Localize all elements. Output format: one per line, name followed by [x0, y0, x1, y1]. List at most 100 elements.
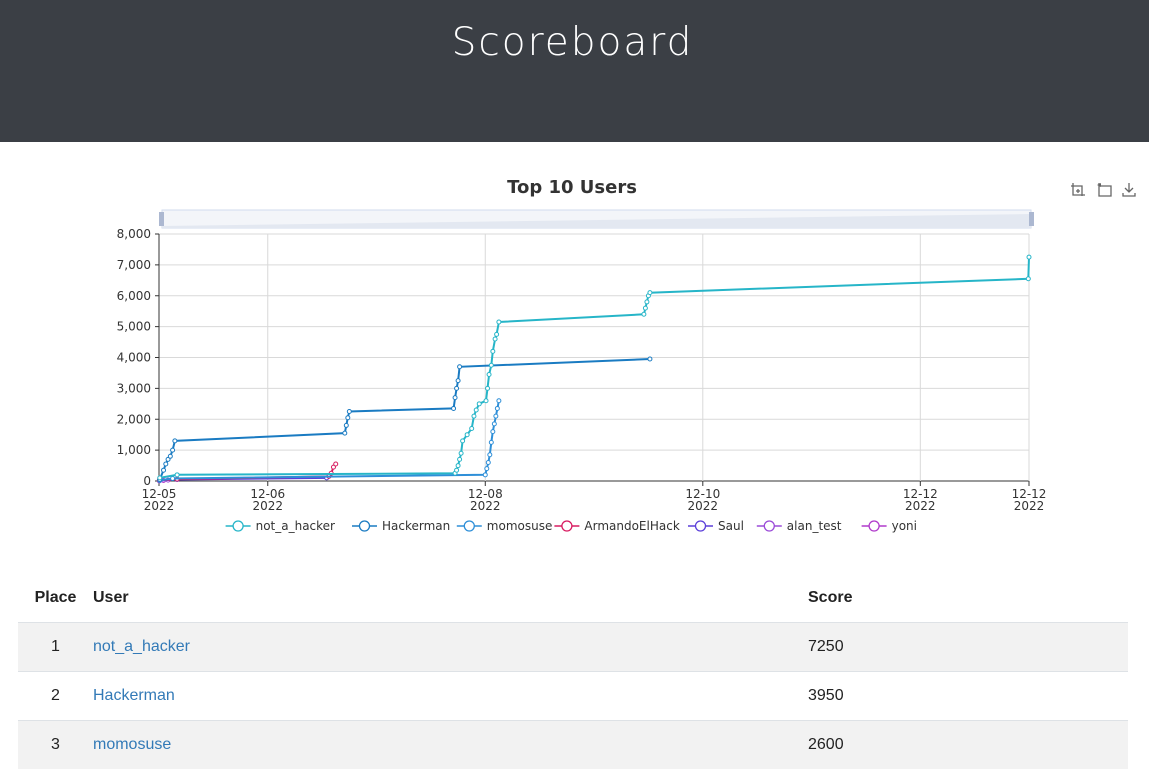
slider-handle-right[interactable]: [1029, 212, 1034, 226]
legend-item-Hackerman[interactable]: Hackerman: [352, 519, 450, 533]
user-link[interactable]: Hackerman: [93, 687, 175, 704]
zoom-reset-icon[interactable]: [1097, 183, 1112, 197]
data-point-not_a_hacker: [485, 385, 491, 391]
page-header: Scoreboard: [0, 0, 1149, 142]
column-header-score: Score: [808, 574, 1128, 623]
x-tick-label: 12-05: [142, 487, 177, 501]
x-tick-year-label: 2022: [1014, 499, 1045, 513]
legend-item-alan_test[interactable]: alan_test: [756, 519, 842, 533]
place-cell: 3: [18, 720, 93, 769]
x-tick-year-label: 2022: [252, 499, 283, 513]
legend-item-ArmandoElHack[interactable]: ArmandoElHack: [554, 519, 680, 533]
y-tick-label: 1,000: [117, 443, 151, 457]
data-point-not_a_hacker: [469, 426, 475, 432]
slider-handle-left[interactable]: [159, 212, 164, 226]
data-point-not_a_hacker: [483, 398, 489, 404]
data-point-not_a_hacker: [496, 319, 502, 325]
table-row: 1 not_a_hacker 7250: [18, 622, 1128, 672]
data-point-Hackerman: [161, 467, 167, 473]
y-tick-label: 3,000: [117, 381, 151, 395]
legend-item-not_a_hacker[interactable]: not_a_hacker: [225, 519, 335, 533]
data-point-momosuse: [493, 413, 499, 419]
legend-label: momosuse: [487, 519, 553, 533]
data-point-not_a_hacker: [1026, 254, 1032, 260]
data-point-momosuse: [485, 459, 491, 465]
y-tick-label: 6,000: [117, 289, 151, 303]
data-point-Hackerman: [342, 430, 348, 436]
data-point-Hackerman: [345, 415, 351, 421]
user-link[interactable]: not_a_hacker: [93, 638, 190, 655]
column-header-place: Place: [18, 574, 93, 623]
data-point-not_a_hacker: [492, 336, 498, 342]
data-point-not_a_hacker: [157, 475, 163, 481]
legend-item-Saul[interactable]: Saul: [688, 519, 744, 533]
data-point-Hackerman: [346, 409, 352, 415]
data-point-not_a_hacker: [476, 401, 482, 407]
data-point-Hackerman: [452, 395, 458, 401]
data-point-momosuse: [490, 429, 496, 435]
data-point-momosuse: [496, 398, 502, 404]
data-point-momosuse: [494, 405, 500, 411]
data-point-momosuse: [487, 452, 493, 458]
data-point-not_a_hacker: [488, 362, 494, 368]
data-point-not_a_hacker: [174, 472, 180, 478]
chart-title: Top 10 Users: [507, 177, 637, 198]
x-tick-year-label: 2022: [688, 499, 719, 513]
data-point-not_a_hacker: [486, 371, 492, 377]
x-tick-label: 12-10: [685, 487, 720, 501]
y-tick-label: 5,000: [117, 320, 151, 334]
legend-item-yoni[interactable]: yoni: [861, 519, 917, 533]
y-tick-label: 2,000: [117, 412, 151, 426]
data-point-not_a_hacker: [464, 432, 470, 438]
legend-marker: [763, 520, 775, 532]
scoreboard-table: Place User Score 1 not_a_hacker 7250 2 H…: [18, 574, 1128, 769]
page-title: Scoreboard: [451, 20, 694, 65]
data-point-Hackerman: [172, 438, 178, 444]
column-header-user: User: [93, 574, 808, 623]
legend-marker: [868, 520, 880, 532]
data-point-Hackerman: [457, 364, 463, 370]
x-tick-label: 12-12: [1012, 487, 1047, 501]
data-point-not_a_hacker: [471, 413, 477, 419]
user-link[interactable]: momosuse: [93, 736, 172, 753]
data-point-Hackerman: [647, 356, 653, 362]
data-point-momosuse: [491, 421, 497, 427]
legend-label: yoni: [892, 519, 917, 533]
data-point-not_a_hacker: [641, 311, 647, 317]
data-point-momosuse: [484, 466, 490, 472]
x-tick-year-label: 2022: [905, 499, 936, 513]
data-point-not_a_hacker: [454, 467, 460, 473]
user-cell: not_a_hacker: [93, 622, 808, 672]
legend-marker: [358, 520, 371, 532]
data-point-Hackerman: [455, 378, 461, 384]
y-tick-label: 7,000: [117, 258, 151, 272]
legend-label: alan_test: [787, 519, 842, 533]
data-point-not_a_hacker: [642, 305, 648, 311]
data-point-Hackerman: [163, 461, 169, 467]
user-cell: Hackerman: [93, 671, 808, 721]
legend-label: ArmandoElHack: [584, 519, 679, 533]
legend-marker: [694, 520, 707, 532]
legend-marker: [561, 520, 573, 532]
series-line-not_a_hacker: [159, 257, 1030, 479]
data-point-Hackerman: [454, 385, 460, 391]
legend-marker: [232, 520, 244, 532]
user-cell: momosuse: [93, 720, 808, 769]
zoom-icon[interactable]: [1071, 183, 1085, 196]
place-cell: 1: [18, 622, 93, 672]
data-zoom-slider[interactable]: [159, 209, 1034, 229]
table-row: 2 Hackerman 3950: [18, 671, 1128, 721]
data-point-Hackerman: [170, 447, 176, 453]
data-point-not_a_hacker: [457, 456, 463, 462]
data-point-not_a_hacker: [458, 450, 464, 456]
legend-item-momosuse[interactable]: momosuse: [456, 519, 553, 533]
download-icon[interactable]: [1122, 183, 1136, 197]
data-point-Hackerman: [167, 453, 173, 459]
data-point-ArmandoElHack: [333, 461, 339, 467]
data-point-not_a_hacker: [644, 299, 650, 305]
y-tick-label: 0: [143, 474, 151, 488]
data-point-not_a_hacker: [494, 331, 500, 337]
data-point-not_a_hacker: [490, 348, 496, 354]
data-point-not_a_hacker: [460, 438, 466, 444]
y-tick-label: 4,000: [117, 351, 151, 365]
